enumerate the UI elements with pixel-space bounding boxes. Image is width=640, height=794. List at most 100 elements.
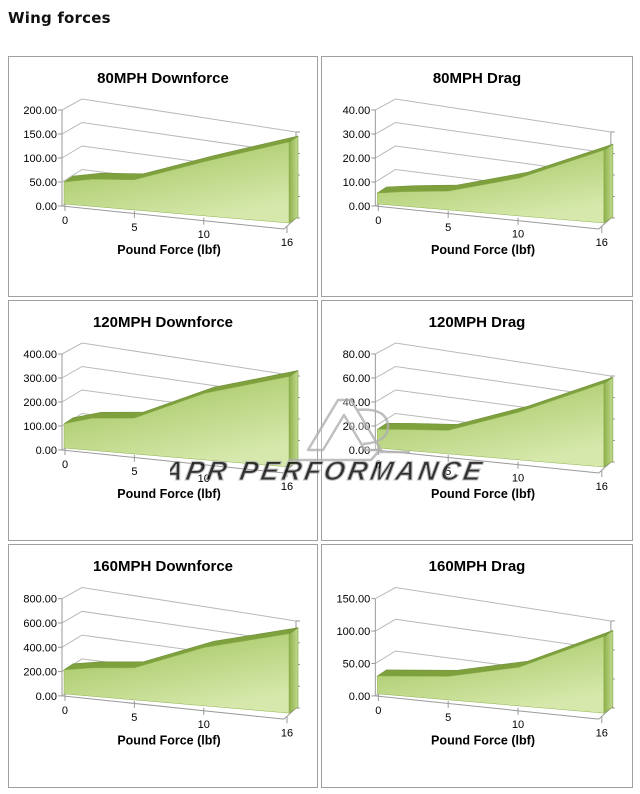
area-end-cap (288, 627, 299, 714)
y-tick-label: 100.00 (336, 626, 370, 638)
x-tick-label: 0 (62, 705, 68, 717)
y-tick-label: 80.00 (343, 349, 371, 361)
x-tick-label: 16 (596, 727, 608, 739)
area-end-cap (603, 376, 614, 468)
y-tick-label: 100.00 (23, 153, 57, 165)
page-title: Wing forces (8, 9, 111, 27)
x-tick-label: 10 (198, 719, 210, 731)
y-tick-label: 20.00 (343, 421, 371, 433)
gridline (61, 98, 297, 133)
gridline (61, 342, 297, 377)
x-tick-label: 5 (131, 222, 137, 234)
gridline (375, 145, 611, 176)
area-end-cap (603, 629, 614, 714)
x-axis (61, 695, 285, 720)
gridline (61, 610, 297, 644)
gridline (375, 121, 611, 154)
gridline (375, 342, 611, 377)
chart-canvas-160mph-downforce: 0.00 200.00 400.00 600.00 800.00 0 5 10 16 Pound … (23, 587, 300, 747)
y-tick-label: 0.00 (36, 201, 57, 213)
y-tick-label: 0.00 (36, 445, 57, 457)
area-end-cap (603, 143, 614, 224)
y-tick-label: 40.00 (343, 397, 371, 409)
x-tick-label: 0 (375, 705, 381, 717)
chart-panel-160mph-downforce: 160MPH Downforce 0.00 200.00 400.00 600.00 8… (8, 544, 318, 788)
x-tick-label: 10 (512, 719, 524, 731)
x-tick-label: 10 (198, 473, 210, 485)
chart-title: 120MPH Downforce (92, 314, 234, 331)
y-tick-label: 0.00 (349, 445, 371, 457)
gridline (375, 98, 611, 133)
x-tick-label: 16 (281, 727, 293, 739)
x-tick-label: 5 (445, 466, 451, 478)
chart-panel-80mph-drag: 80MPH Drag 0.00 10.00 20.00 30.00 40.00 0 5 10 1… (321, 56, 633, 297)
y-tick-label: 800.00 (23, 594, 57, 606)
x-tick-label: 16 (281, 481, 293, 493)
chart-panel-160mph-drag: 160MPH Drag 0.00 50.00 100.00 150.00 0 5 10 16 P… (321, 544, 633, 788)
area-series (63, 633, 290, 714)
x-tick-label: 5 (445, 712, 451, 724)
x-tick-label: 0 (62, 459, 68, 471)
gridline (61, 121, 297, 154)
gridline (375, 618, 611, 651)
x-tick-label: 16 (596, 481, 608, 493)
chart-panel-120mph-drag: 120MPH Drag 0.00 20.00 40.00 60.00 80.00 0 5 10… (321, 300, 633, 541)
y-tick-label: 150.00 (23, 129, 57, 141)
y-tick-label: 150.00 (336, 594, 370, 606)
area-series (63, 141, 290, 224)
x-axis-title: Pound Force (lbf) (431, 243, 535, 257)
chart-canvas-80mph-drag: 0.00 10.00 20.00 30.00 40.00 0 5 10 16 Pound Forc… (343, 98, 615, 257)
x-tick-label: 0 (62, 215, 68, 227)
chart-title: 80MPH Drag (432, 70, 522, 87)
x-axis-title: Pound Force (lbf) (117, 243, 220, 257)
chart-canvas-120mph-downforce: 0.00 100.00 200.00 300.00 400.00 0 5 10 16 Pound … (23, 342, 300, 501)
y-tick-label: 20.00 (343, 153, 371, 165)
x-tick-label: 16 (281, 237, 293, 249)
x-axis-title: Pound Force (lbf) (431, 487, 535, 501)
x-tick-label: 5 (131, 712, 137, 724)
gridline (375, 587, 611, 622)
chart-title: 160MPH Drag (428, 558, 526, 575)
y-tick-label: 30.00 (343, 129, 371, 141)
chart-title: 120MPH Drag (428, 314, 526, 331)
y-tick-label: 50.00 (29, 177, 57, 189)
y-tick-label: 0.00 (36, 691, 57, 703)
chart-canvas-80mph-downforce: 0.00 50.00 100.00 150.00 200.00 0 5 10 16 Pound F… (23, 98, 300, 257)
x-axis-title: Pound Force (lbf) (117, 733, 220, 747)
x-axis-title: Pound Force (lbf) (117, 487, 220, 501)
chart-canvas-160mph-drag: 0.00 50.00 100.00 150.00 0 5 10 16 Pound Force (… (336, 587, 615, 747)
y-tick-label: 600.00 (23, 618, 57, 630)
y-tick-label: 60.00 (343, 373, 371, 385)
y-tick-label: 0.00 (349, 201, 371, 213)
x-axis (61, 449, 285, 474)
y-tick-label: 300.00 (23, 373, 57, 385)
x-axis (61, 205, 285, 230)
area-series (377, 149, 605, 224)
y-tick-label: 50.00 (343, 658, 371, 670)
x-tick-label: 0 (375, 215, 381, 227)
x-tick-label: 0 (375, 459, 381, 471)
x-axis (375, 205, 599, 230)
y-tick-label: 200.00 (23, 397, 57, 409)
x-tick-label: 16 (596, 237, 608, 249)
chart-panel-80mph-downforce: 80MPH Downforce 0.00 50.00 100.00 150.00 200… (8, 56, 318, 297)
x-tick-label: 10 (198, 229, 210, 241)
x-tick-label: 5 (131, 466, 137, 478)
y-tick-label: 0.00 (349, 691, 371, 703)
x-tick-label: 5 (445, 222, 451, 234)
x-axis-title: Pound Force (lbf) (431, 733, 535, 747)
x-axis (375, 695, 599, 720)
chart-title: 80MPH Downforce (97, 70, 229, 87)
y-tick-label: 100.00 (23, 421, 57, 433)
chart-grid: 80MPH Downforce 0.00 50.00 100.00 150.00 200… (8, 56, 633, 788)
y-tick-label: 40.00 (343, 105, 371, 117)
x-axis (375, 449, 599, 474)
y-tick-label: 200.00 (23, 105, 57, 117)
chart-title: 160MPH Downforce (92, 558, 234, 575)
gridline (61, 587, 297, 622)
y-tick-label: 10.00 (343, 177, 371, 189)
gridline (375, 365, 611, 398)
x-tick-label: 10 (512, 229, 524, 241)
x-tick-label: 10 (512, 473, 524, 485)
y-tick-label: 200.00 (23, 667, 57, 679)
